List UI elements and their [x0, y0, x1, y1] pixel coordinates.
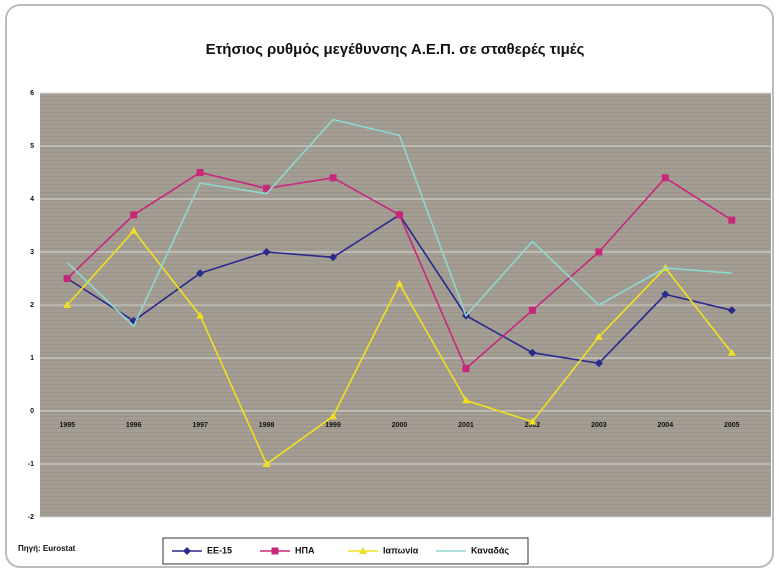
marker	[329, 174, 337, 182]
x-tick-label: 2003	[591, 422, 607, 429]
y-tick-label: 4	[30, 196, 34, 203]
y-tick-label: -2	[28, 514, 34, 521]
chart-title: Ετήσιος ρυθμός μεγέθυνσης Α.Ε.Π. σε σταθ…	[206, 41, 585, 58]
marker	[461, 396, 470, 404]
marker	[594, 359, 603, 368]
marker	[129, 226, 138, 234]
marker	[262, 248, 271, 256]
marker	[528, 306, 536, 314]
marker	[396, 211, 403, 219]
legend-label: Ιαπωνία	[383, 545, 419, 555]
legend	[162, 537, 529, 565]
marker	[329, 253, 338, 262]
y-tick-label: 6	[30, 90, 34, 97]
legend-label: Καναδάς	[471, 545, 509, 555]
x-tick-label: 1999	[325, 422, 341, 429]
x-tick-label: 1996	[126, 422, 142, 429]
marker	[263, 184, 271, 192]
marker	[262, 460, 271, 467]
legend-label: ΕΕ-15	[207, 545, 232, 555]
marker	[661, 290, 670, 299]
x-tick-label: 2004	[658, 422, 674, 429]
x-tick-label: 1997	[192, 422, 208, 429]
marker	[329, 412, 338, 420]
x-tick-label: 2002	[525, 422, 541, 429]
x-tick-label: 2001	[458, 422, 474, 429]
marker	[196, 169, 204, 176]
y-tick-label: -1	[28, 461, 34, 468]
marker	[359, 547, 367, 554]
x-tick-label: 1998	[259, 422, 275, 429]
y-tick-label: 1	[30, 355, 34, 362]
y-tick-label: 2	[30, 302, 34, 309]
marker	[661, 174, 669, 182]
x-tick-label: 2000	[392, 422, 408, 429]
marker	[727, 306, 736, 315]
marker	[727, 348, 736, 356]
y-tick-label: 0	[30, 408, 34, 415]
legend-label: ΗΠΑ	[295, 545, 315, 555]
source: Πηγή: Eurostat	[18, 544, 76, 553]
marker	[63, 275, 71, 282]
marker	[196, 311, 205, 319]
marker	[528, 348, 537, 357]
y-tick-label: 5	[30, 143, 34, 150]
x-tick-label: 1995	[59, 422, 75, 429]
marker	[196, 269, 205, 278]
marker	[594, 332, 603, 340]
marker	[728, 216, 736, 224]
marker	[130, 211, 138, 219]
x-tick-label: 2005	[724, 422, 740, 429]
marker	[395, 279, 404, 287]
series-line	[66, 118, 732, 328]
marker	[462, 365, 470, 373]
marker	[528, 417, 537, 425]
marker	[63, 301, 72, 308]
marker	[183, 547, 191, 555]
marker	[595, 248, 603, 256]
marker	[271, 547, 279, 555]
y-tick-label: 3	[30, 249, 34, 256]
